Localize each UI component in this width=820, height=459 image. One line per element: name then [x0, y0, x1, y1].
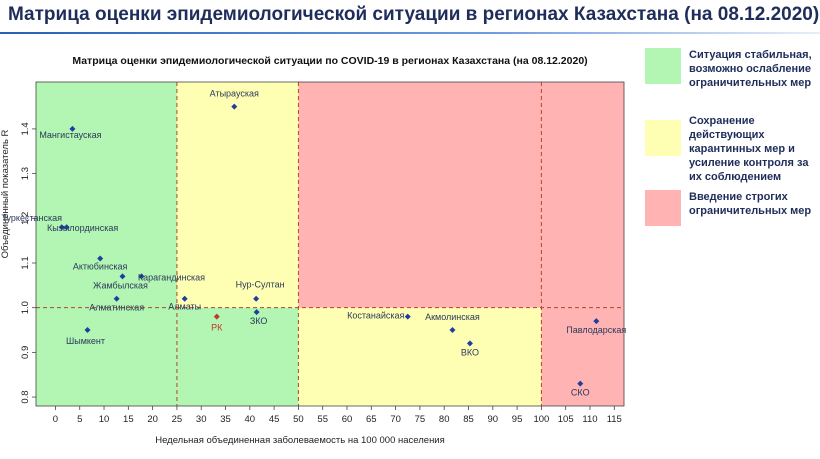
zone-2	[176, 307, 299, 406]
legend-text-strict: Введение строгих ограничительных мер	[689, 191, 812, 217]
legend-swatch-red	[645, 190, 681, 226]
x-tick-label: 35	[220, 414, 231, 425]
y-tick-label: 1.3	[20, 167, 31, 180]
data-point	[253, 309, 260, 316]
page-title: Матрица оценки эпидемиологической ситуац…	[8, 4, 820, 25]
y-tick-label: 1.4	[20, 122, 31, 135]
legend-text-maintain: Сохранение действующих карантинных мер и…	[689, 115, 809, 183]
data-label: Шымкент	[66, 336, 105, 346]
data-label: Атырауская	[210, 89, 259, 99]
data-label: Нур-Султан	[236, 280, 285, 290]
data-label: Павлодарская	[566, 325, 626, 335]
zone-1	[176, 82, 299, 308]
x-tick-label: 30	[196, 414, 207, 425]
data-label: Кызылординская	[47, 223, 118, 233]
data-label: Акмолинская	[425, 312, 480, 322]
title-divider	[0, 32, 820, 34]
data-label: ВКО	[461, 347, 479, 357]
data-point	[113, 295, 120, 302]
data-point	[181, 295, 188, 302]
data-point	[577, 380, 584, 387]
x-tick-label: 15	[123, 414, 134, 425]
x-tick-label: 80	[439, 414, 450, 425]
x-tick-label: 60	[342, 414, 353, 425]
x-tick-label: 75	[415, 414, 426, 425]
data-point	[69, 125, 76, 132]
data-point	[449, 327, 456, 334]
data-point	[466, 340, 473, 347]
x-tick-label: 105	[558, 414, 574, 425]
data-label: Мангистауская	[39, 130, 101, 140]
data-point	[138, 273, 145, 280]
data-label: Алматинская	[89, 303, 144, 313]
data-label: Туркестанская	[2, 213, 63, 223]
zone-4	[298, 307, 542, 406]
data-label: РК	[211, 323, 223, 333]
x-tick-label: 100	[533, 414, 549, 425]
y-axis-label: Объединенный показатель R	[0, 129, 11, 258]
data-point	[213, 313, 220, 320]
data-point	[58, 224, 65, 231]
x-tick-label: 65	[366, 414, 377, 425]
data-point	[84, 327, 91, 334]
data-label: Карагандинская	[138, 272, 205, 282]
x-tick-label: 70	[390, 414, 401, 425]
data-label: Актюбинская	[73, 262, 128, 272]
x-tick-label: 10	[99, 414, 110, 425]
data-label: ЗКО	[250, 316, 268, 326]
x-tick-label: 90	[488, 414, 499, 425]
data-point	[231, 103, 238, 110]
x-tick-label: 110	[582, 414, 597, 425]
data-point	[63, 224, 70, 231]
x-tick-label: 115	[607, 414, 622, 425]
y-tick-label: 1.2	[20, 212, 31, 225]
data-label: Алматы	[168, 302, 201, 312]
x-tick-label: 40	[245, 414, 256, 425]
x-tick-label: 5	[77, 414, 82, 425]
data-point	[97, 255, 104, 262]
y-tick-label: 0.8	[20, 390, 31, 403]
plot-frame	[35, 81, 625, 407]
data-point	[119, 273, 126, 280]
data-point	[404, 313, 411, 320]
data-label: Костанайская	[347, 311, 404, 321]
data-point	[253, 295, 260, 302]
scatter-chart: Матрица оценки эпидемиологической ситуац…	[0, 55, 626, 446]
zone-0	[36, 82, 177, 406]
y-tick-label: 1.0	[20, 301, 31, 314]
x-tick-label: 45	[269, 414, 280, 425]
y-tick-label: 0.9	[20, 346, 31, 359]
legend-swatch-yellow	[645, 120, 681, 156]
y-tick-label: 1.1	[20, 256, 31, 269]
zone-5	[541, 307, 624, 406]
x-tick-label: 20	[147, 414, 158, 425]
zone-3	[298, 82, 624, 308]
x-tick-label: 0	[53, 414, 58, 425]
legend-text-stable: Ситуация стабильная, возможно ослабление…	[689, 49, 812, 89]
x-tick-label: 55	[317, 414, 328, 425]
x-tick-label: 85	[463, 414, 474, 425]
chart-title: Матрица оценки эпидемиологической ситуац…	[72, 55, 587, 67]
x-tick-label: 25	[172, 414, 183, 425]
x-tick-label: 50	[293, 414, 304, 425]
x-axis-label: Недельная объединенная заболеваемость на…	[155, 435, 445, 446]
legend-swatch-green	[645, 48, 681, 84]
data-label: Жамбылская	[93, 280, 148, 290]
x-tick-label: 95	[512, 414, 523, 425]
data-label: СКО	[571, 388, 590, 398]
data-point	[593, 318, 600, 325]
